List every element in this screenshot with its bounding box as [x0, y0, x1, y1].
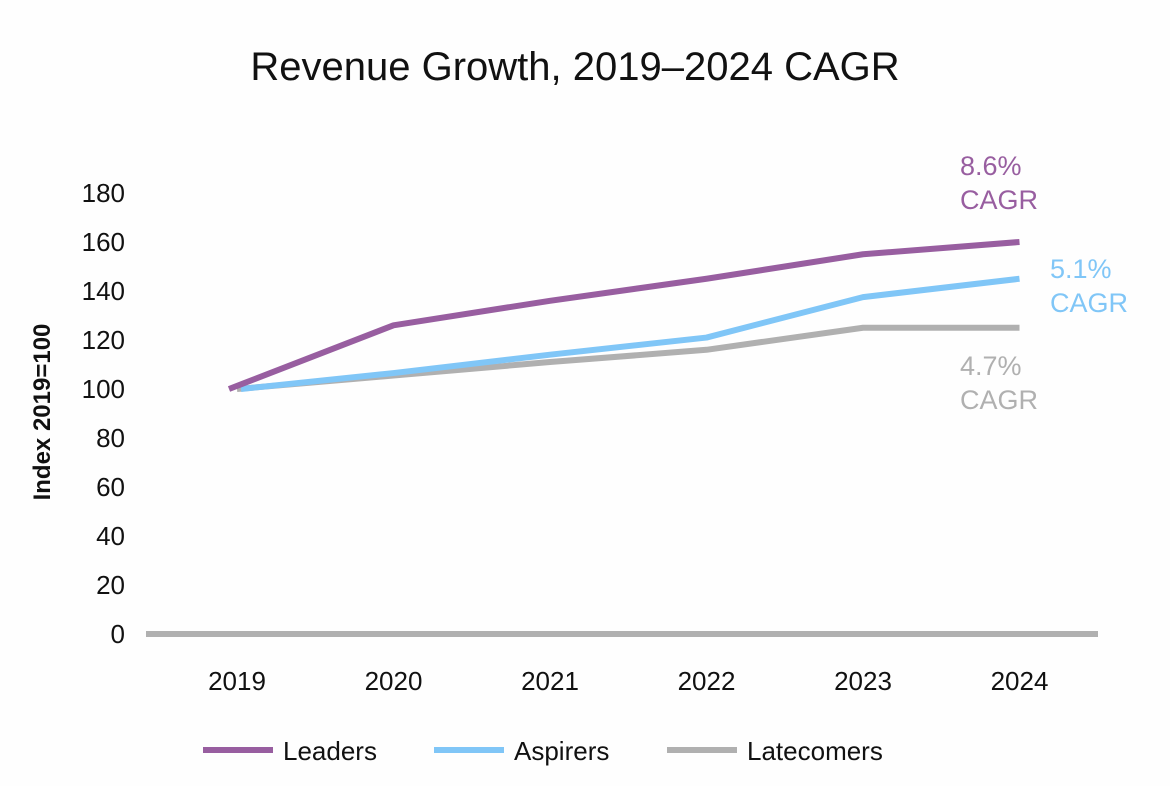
legend-label-latecomers: Latecomers	[747, 736, 883, 766]
legend-label-leaders: Leaders	[283, 736, 377, 766]
cagr-label-aspirers: 5.1%	[1050, 254, 1112, 284]
y-tick-label: 20	[96, 570, 125, 600]
x-tick-label: 2024	[991, 666, 1049, 696]
x-tick-label: 2021	[521, 666, 579, 696]
y-axis-label: Index 2019=100	[29, 324, 56, 501]
cagr-label-aspirers: CAGR	[1050, 288, 1128, 318]
y-tick-label: 160	[82, 227, 125, 257]
cagr-label-leaders: 8.6%	[960, 151, 1022, 181]
y-tick-label: 0	[111, 619, 125, 649]
x-tick-label: 2020	[365, 666, 423, 696]
cagr-label-latecomers: CAGR	[960, 385, 1038, 415]
series-line-leaders	[227, 239, 1020, 392]
legend: Leaders Aspirers Latecomers	[203, 736, 883, 766]
chart-title: Revenue Growth, 2019–2024 CAGR	[250, 45, 899, 89]
x-tick-label: 2023	[834, 666, 892, 696]
y-axis: 0 20 40 60 80 100 120 140 160 180	[82, 178, 125, 649]
y-tick-label: 40	[96, 521, 125, 551]
legend-label-aspirers: Aspirers	[514, 736, 609, 766]
x-tick-label: 2019	[208, 666, 266, 696]
x-axis: 2019 2020 2021 2022 2023 2024	[208, 666, 1048, 696]
cagr-label-latecomers: 4.7%	[960, 351, 1022, 381]
y-tick-label: 140	[82, 276, 125, 306]
y-tick-label: 80	[96, 423, 125, 453]
cagr-label-leaders: CAGR	[960, 185, 1038, 215]
series-lines	[227, 239, 1020, 392]
y-tick-label: 60	[96, 472, 125, 502]
x-tick-label: 2022	[678, 666, 736, 696]
y-tick-label: 180	[82, 178, 125, 208]
y-tick-label: 100	[82, 374, 125, 404]
series-line-aspirers	[240, 275, 1020, 392]
y-tick-label: 120	[82, 325, 125, 355]
cagr-annotations: 8.6% CAGR 5.1% CAGR 4.7% CAGR	[960, 151, 1128, 415]
